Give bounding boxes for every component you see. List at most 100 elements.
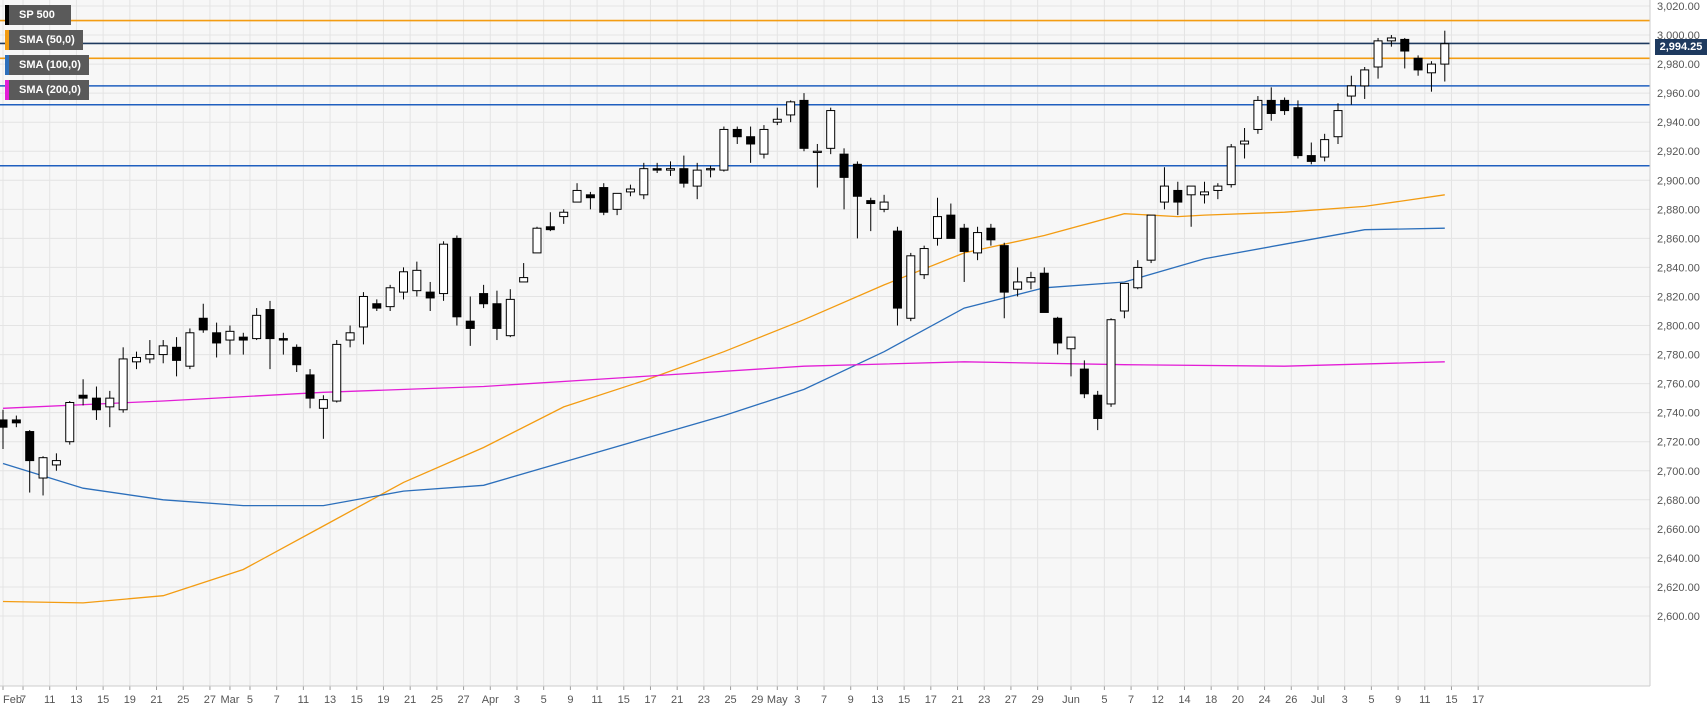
- legend-item-sma100[interactable]: SMA (100,0): [5, 55, 89, 75]
- candle: [158, 340, 168, 364]
- candle: [172, 337, 182, 377]
- candle-body: [1266, 99, 1276, 114]
- candle: [145, 340, 155, 364]
- candle: [532, 226, 542, 254]
- candle-body: [986, 227, 996, 241]
- x-tick-label: 21: [404, 694, 416, 706]
- candle: [412, 261, 422, 297]
- legend-item-sp500[interactable]: SP 500: [5, 5, 71, 25]
- candle: [652, 162, 662, 174]
- y-tick-label: 2,980.00: [1657, 59, 1700, 71]
- x-tick-label: 9: [567, 694, 573, 706]
- legend-item-sma200[interactable]: SMA (200,0): [5, 80, 89, 100]
- candle-body: [906, 255, 916, 319]
- candle-body: [358, 295, 368, 328]
- x-tick-label: 21: [150, 694, 162, 706]
- candle-body: [652, 168, 662, 171]
- candle: [986, 223, 996, 246]
- candle: [959, 223, 969, 282]
- legend: SP 500 SMA (50,0) SMA (100,0) SMA (200,0…: [5, 5, 89, 105]
- candle: [425, 281, 435, 311]
- candle-body: [1333, 110, 1343, 138]
- candle: [1240, 128, 1250, 159]
- y-tick-label: 2,660.00: [1657, 524, 1700, 536]
- x-tick-label: 29: [751, 694, 763, 706]
- candle-body: [1133, 266, 1143, 289]
- candle: [946, 203, 956, 239]
- candle-body: [38, 457, 48, 479]
- candle: [292, 344, 302, 372]
- candle-body: [425, 291, 435, 299]
- x-tick-label: 17: [644, 694, 656, 706]
- candle: [692, 162, 702, 200]
- candle-body: [666, 168, 675, 171]
- candle-body: [1306, 155, 1316, 162]
- candle: [812, 143, 822, 188]
- candle-body: [719, 128, 729, 171]
- candle: [265, 300, 275, 370]
- candle: [732, 126, 742, 144]
- candle: [132, 351, 141, 370]
- candle-body: [973, 232, 983, 254]
- candle-body: [706, 168, 716, 171]
- candle-body: [1200, 191, 1209, 196]
- legend-item-sma50[interactable]: SMA (50,0): [5, 30, 83, 50]
- candle: [118, 347, 128, 413]
- x-tick-label: 21: [671, 694, 683, 706]
- candle: [358, 292, 368, 345]
- candle: [225, 325, 235, 355]
- x-tick-label: 13: [324, 694, 336, 706]
- candle: [1119, 282, 1129, 319]
- y-tick-label: 2,620.00: [1657, 582, 1700, 594]
- candlesticks: [0, 30, 1450, 496]
- candle: [625, 184, 635, 197]
- candle: [185, 328, 195, 370]
- y-tick-label: 2,800.00: [1657, 321, 1700, 333]
- legend-label-sma50: SMA (50,0): [19, 34, 75, 46]
- candle-body: [292, 346, 302, 366]
- x-tick-label: 5: [1101, 694, 1107, 706]
- x-tick-label: 9: [848, 694, 854, 706]
- candle-body: [826, 110, 836, 149]
- candle-body: [198, 317, 208, 331]
- candle-body: [25, 431, 35, 462]
- candle: [1133, 260, 1143, 290]
- candle-body: [1093, 394, 1103, 419]
- x-tick-label: 9: [1395, 694, 1401, 706]
- candle: [1306, 142, 1316, 165]
- candle-body: [1413, 57, 1423, 71]
- x-tick-label: Mar: [220, 694, 239, 706]
- sma-line: [2, 194, 1445, 604]
- candle: [772, 107, 782, 126]
- candle-body: [1346, 85, 1356, 97]
- x-tick-label: 21: [951, 694, 963, 706]
- candle: [1146, 214, 1156, 264]
- x-tick-label: May: [767, 694, 788, 706]
- candle: [25, 430, 35, 493]
- y-tick-label: 2,940.00: [1657, 117, 1700, 129]
- candle: [1186, 185, 1196, 227]
- y-tick-label: 2,740.00: [1657, 408, 1700, 420]
- candle-body: [866, 200, 876, 205]
- candle-body: [479, 293, 489, 305]
- candle: [198, 303, 208, 333]
- candle-body: [572, 189, 582, 203]
- candle-body: [545, 226, 555, 231]
- candle-body: [1119, 282, 1129, 312]
- x-tick-label: 11: [44, 694, 55, 706]
- x-tick-label: Feb: [3, 694, 22, 706]
- candle: [0, 409, 8, 449]
- candle-body: [692, 169, 702, 187]
- legend-label-sp500: SP 500: [19, 9, 55, 21]
- candle-body: [65, 402, 75, 443]
- candle-body: [105, 397, 115, 408]
- y-tick-label: 2,960.00: [1657, 88, 1700, 100]
- x-tick-label: 27: [1005, 694, 1017, 706]
- x-tick-label: 17: [925, 694, 937, 706]
- candle: [492, 290, 502, 341]
- candle-body: [799, 99, 809, 149]
- candle: [372, 299, 382, 311]
- sma-line: [2, 361, 1445, 409]
